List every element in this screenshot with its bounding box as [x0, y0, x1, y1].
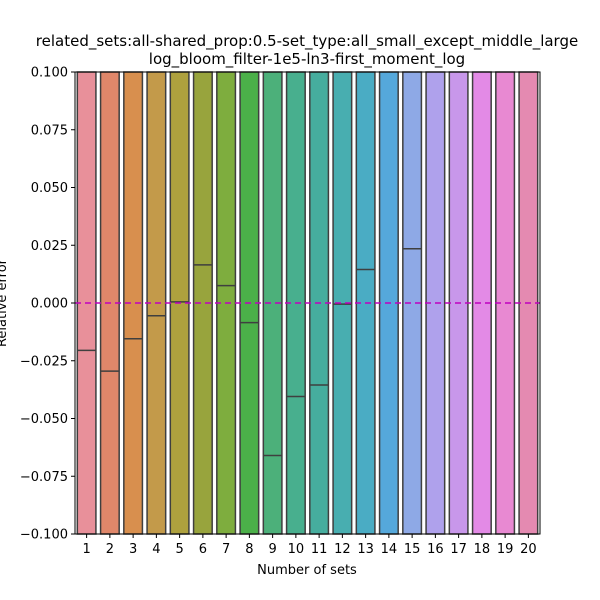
- x-tick-label-13: 13: [357, 542, 374, 557]
- x-tick-label-14: 14: [381, 542, 398, 557]
- x-tick-label-19: 19: [497, 542, 514, 557]
- x-tick-label-16: 16: [427, 542, 444, 557]
- y-tick-label-2: −0.050: [20, 412, 68, 427]
- y-tick-label-4: 0.000: [31, 297, 68, 312]
- x-tick-label-20: 20: [520, 542, 537, 557]
- x-tick-label-8: 8: [245, 542, 253, 557]
- y-tick-label-8: 0.100: [31, 66, 68, 81]
- x-axis: 1 2 3 4 5 6 7 8 9 10 11 12 13 14 15 16 17 18 19 20: [82, 534, 537, 557]
- x-tick-label-9: 9: [268, 542, 276, 557]
- x-tick-label-4: 4: [152, 542, 160, 557]
- y-axis: −0.100 −0.075 −0.050 −0.025 0.000 0.025 0.050 0…: [20, 66, 75, 543]
- x-tick-label-18: 18: [474, 542, 491, 557]
- y-tick-label-3: −0.025: [20, 354, 68, 369]
- x-tick-label-12: 12: [334, 542, 351, 557]
- y-tick-label-5: 0.025: [31, 239, 68, 254]
- x-tick-label-11: 11: [311, 542, 328, 557]
- chart-title-line-2: log_bloom_filter-1e5-ln3-first_moment_lo…: [149, 50, 465, 69]
- chart-title-line-1: related_sets:all-shared_prop:0.5-set_typ…: [36, 32, 578, 51]
- x-tick-label-3: 3: [129, 542, 137, 557]
- x-tick-label-2: 2: [106, 542, 114, 557]
- x-tick-label-6: 6: [199, 542, 207, 557]
- y-tick-label-0: −0.100: [20, 528, 68, 543]
- x-tick-label-1: 1: [82, 542, 90, 557]
- y-tick-label-6: 0.050: [31, 181, 68, 196]
- y-tick-label-1: −0.075: [20, 470, 68, 485]
- x-tick-label-5: 5: [175, 542, 183, 557]
- x-tick-label-15: 15: [404, 542, 421, 557]
- x-tick-label-17: 17: [450, 542, 467, 557]
- x-axis-label: Number of sets: [257, 563, 357, 578]
- y-axis-label: Relative error: [0, 258, 10, 347]
- y-tick-label-7: 0.075: [31, 123, 68, 138]
- x-tick-label-7: 7: [222, 542, 230, 557]
- median-lines-group: [77, 247, 422, 457]
- x-tick-label-10: 10: [288, 542, 305, 557]
